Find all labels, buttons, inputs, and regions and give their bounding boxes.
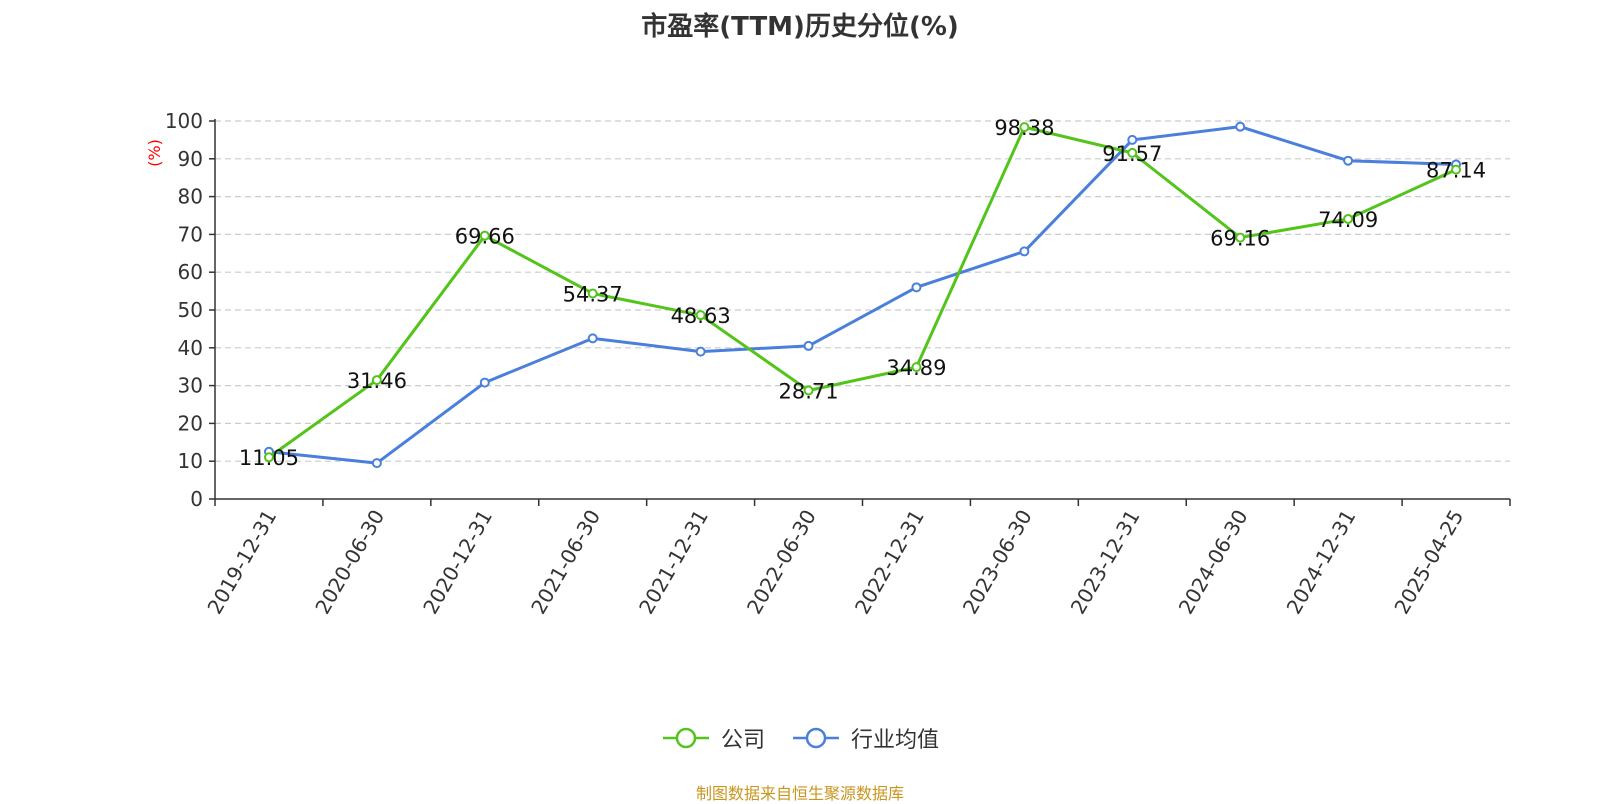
- y-tick-label: 20: [178, 411, 203, 435]
- y-axis-label: (%): [145, 139, 164, 167]
- x-tick-label: 2022-12-31: [850, 505, 929, 618]
- x-tick-label: 2019-12-31: [202, 506, 281, 619]
- y-tick-label: 100: [165, 109, 203, 133]
- data-point: [479, 377, 490, 388]
- x-tick-label: 2025-04-25: [1389, 506, 1468, 619]
- data-label: 74.09: [1318, 208, 1378, 232]
- data-point: [695, 310, 706, 321]
- data-point: [911, 282, 922, 293]
- x-tick-label: 2023-06-30: [958, 506, 1037, 619]
- data-point: [1235, 232, 1246, 243]
- data-labels: 11.05 31.46 69.66 54.37 48.63 28.71 34.89 98.38…: [239, 116, 1486, 470]
- grid-lines: [215, 120, 1510, 462]
- data-label: 48.63: [671, 304, 731, 328]
- legend-item[interactable]: 行业均值: [791, 722, 939, 754]
- x-tick-label: 2021-06-30: [526, 506, 605, 619]
- data-point: [1019, 122, 1030, 133]
- series-line: [268, 125, 1457, 465]
- series-line: [268, 125, 1457, 459]
- data-label: 98.38: [994, 116, 1054, 140]
- legend-swatch-icon: [662, 727, 709, 749]
- data-label: 69.66: [455, 225, 515, 249]
- data-point: [695, 346, 706, 357]
- data-point: [1127, 147, 1138, 158]
- data-label: 69.16: [1210, 227, 1270, 251]
- data-point: [1343, 155, 1354, 166]
- data-point: [911, 362, 922, 373]
- data-point: [803, 340, 814, 351]
- y-tick-label: 10: [178, 449, 203, 473]
- y-tick-label: 90: [178, 147, 203, 171]
- data-point: [1343, 213, 1354, 224]
- data-label: 11.05: [239, 446, 299, 470]
- data-label: 31.46: [347, 369, 407, 393]
- x-tick-label: 2020-06-30: [310, 506, 389, 619]
- chart-title: 市盈率(TTM)历史分位(%): [641, 12, 959, 42]
- legend-label: 公司: [720, 728, 765, 753]
- data-point: [371, 375, 382, 386]
- data-point: [371, 458, 382, 469]
- y-tick-label: 30: [178, 374, 203, 398]
- y-tick-label: 40: [178, 336, 203, 360]
- data-point: [587, 333, 598, 344]
- data-point: [803, 385, 814, 396]
- data-label: 28.71: [778, 379, 838, 403]
- legend-item[interactable]: 公司: [661, 722, 765, 754]
- y-tick-label: 60: [178, 260, 203, 284]
- source-note: 制图数据来自恒生聚源数据库: [695, 784, 904, 803]
- x-tick-label: 2022-06-30: [742, 506, 821, 619]
- data-point: [587, 288, 598, 299]
- data-label: 34.89: [886, 356, 946, 380]
- data-point: [1451, 164, 1462, 175]
- data-label: 91.57: [1102, 142, 1162, 166]
- x-tick-label: 2023-12-31: [1066, 506, 1145, 619]
- data-point: [1235, 121, 1246, 132]
- data-point: [479, 230, 490, 241]
- y-tick-label: 80: [178, 185, 203, 209]
- data-point: [1019, 246, 1030, 257]
- x-tick-label: 2024-06-30: [1174, 506, 1253, 619]
- y-tick-label: 0: [190, 487, 203, 511]
- legend-label: 行业均值: [851, 728, 940, 753]
- data-point: [1127, 134, 1138, 145]
- y-tick-label: 70: [178, 222, 203, 246]
- axes: 0 10 20 30 40 50 60 70 80 90 100 2019-12-31 2020-06-…: [165, 109, 1511, 619]
- series-layer: [263, 121, 1462, 469]
- legend: 公司 行业均值: [0, 722, 1600, 754]
- x-tick-label: 2024-12-31: [1282, 506, 1361, 619]
- x-tick-label: 2020-12-31: [418, 505, 497, 618]
- y-tick-label: 50: [178, 298, 203, 322]
- data-label: 87.14: [1426, 159, 1486, 183]
- data-label: 54.37: [563, 282, 623, 306]
- data-point: [263, 452, 274, 463]
- x-tick-label: 2021-12-31: [634, 506, 713, 619]
- legend-swatch-icon: [793, 727, 839, 749]
